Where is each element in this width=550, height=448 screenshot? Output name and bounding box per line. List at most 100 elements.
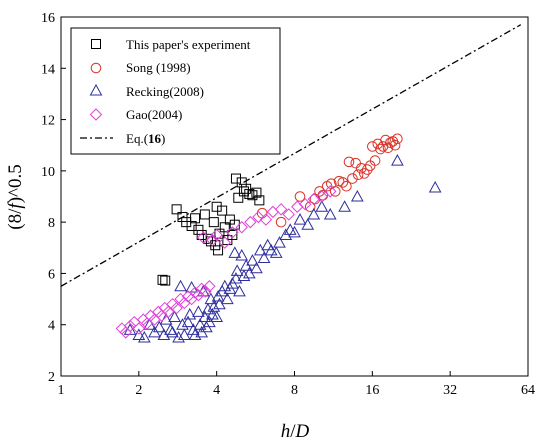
- diamond-point: [162, 305, 175, 319]
- diamond-point: [144, 309, 157, 322]
- circle-point: [380, 134, 391, 146]
- y-tick-label: 8: [48, 216, 55, 231]
- triangle-point: [269, 246, 283, 258]
- triangle-point: [132, 328, 146, 340]
- diamond-point: [123, 319, 137, 333]
- triangle-point: [293, 213, 307, 225]
- square-point: [238, 186, 249, 197]
- y-tick-label: 6: [48, 267, 55, 282]
- eq16-line: [60, 24, 522, 287]
- diamond-point: [274, 203, 288, 216]
- legend-diamond-marker: [89, 108, 103, 121]
- legend-label: Song (1998): [126, 60, 191, 75]
- y-tick-label: 4: [48, 319, 55, 334]
- diamond-point: [197, 231, 210, 244]
- circle-point: [341, 180, 352, 192]
- square-point: [160, 275, 171, 286]
- diamond-point: [170, 301, 183, 315]
- y-tick-label: 16: [41, 11, 55, 26]
- circle-point: [389, 139, 401, 151]
- diamond-point: [199, 285, 212, 298]
- legend-label: This paper's experiment: [126, 37, 251, 52]
- triangle-point: [237, 269, 251, 281]
- legend: This paper's experiment Song (1998) Reck…: [70, 27, 281, 155]
- square-point: [177, 212, 188, 223]
- triangle-point: [230, 264, 244, 276]
- triangle-point: [307, 207, 321, 220]
- diamond-point: [298, 197, 312, 211]
- triangle-point: [338, 200, 351, 212]
- square-point: [181, 217, 192, 228]
- data-marks: [60, 24, 522, 343]
- y-tick-label: 14: [41, 62, 55, 77]
- triangle-point: [168, 310, 181, 323]
- legend-square-marker: [91, 39, 101, 49]
- diamond-point: [206, 233, 219, 247]
- square-point: [190, 213, 201, 224]
- diamond-point: [226, 226, 239, 239]
- triangle-point: [315, 200, 329, 212]
- triangle-point: [176, 318, 189, 330]
- diamond-point: [282, 208, 295, 221]
- circle-point: [329, 186, 341, 197]
- legend-entry-eq16: Eq.(16): [80, 131, 165, 146]
- circle-point: [352, 169, 364, 181]
- legend-label: Eq.(16): [126, 131, 165, 146]
- square-point: [233, 192, 244, 203]
- triangle-point: [185, 280, 198, 293]
- square-point: [199, 209, 210, 220]
- x-tick-label: 4: [213, 383, 220, 398]
- square-point: [227, 229, 238, 240]
- legend-box: [70, 27, 281, 155]
- triangle-point: [283, 223, 297, 235]
- triangle-point: [166, 325, 179, 338]
- square-point: [211, 201, 222, 212]
- x-tick-label: 2: [135, 383, 142, 398]
- diamond-point: [259, 213, 273, 226]
- triangle-point: [428, 180, 442, 193]
- circle-point: [350, 157, 362, 169]
- legend-entry-gao: Gao(2004): [89, 107, 182, 122]
- y-tick-label: 2: [48, 370, 55, 385]
- triangle-point: [257, 251, 271, 264]
- diamond-point: [128, 315, 141, 329]
- triangle-point: [174, 279, 187, 292]
- triangle-point: [198, 310, 212, 323]
- x-tick-label: 32: [443, 383, 457, 398]
- triangle-point: [183, 307, 197, 320]
- triangle-point: [229, 272, 243, 284]
- triangle-point: [246, 254, 259, 266]
- triangle-point: [288, 225, 301, 238]
- triangle-point: [235, 248, 249, 261]
- square-point: [186, 220, 197, 231]
- legend-circle-marker: [90, 62, 102, 74]
- diamond-point: [203, 280, 216, 293]
- circle-point: [359, 168, 370, 179]
- circle-point: [256, 207, 268, 219]
- square-point: [219, 222, 230, 233]
- circle-point: [375, 143, 386, 155]
- diamond-point: [158, 301, 171, 315]
- legend-label: Gao(2004): [126, 107, 182, 122]
- legend-label: Recking(2008): [126, 84, 204, 99]
- triangle-point: [221, 292, 234, 305]
- diamond-point: [315, 190, 328, 203]
- triangle-point: [233, 284, 246, 297]
- circle-point: [275, 216, 287, 228]
- square-point: [202, 233, 213, 244]
- x-axis-title: h/D: [281, 421, 310, 442]
- triangle-point: [218, 279, 232, 292]
- square-point: [157, 274, 168, 285]
- triangle-point: [201, 302, 215, 315]
- triangle-point: [192, 305, 205, 317]
- square-point: [217, 205, 228, 216]
- x-tick-label: 16: [365, 383, 379, 398]
- diamond-point: [235, 221, 248, 234]
- legend-entry-song: Song (1998): [90, 60, 191, 75]
- y-tick-label: 12: [41, 114, 55, 129]
- legend-triangle-marker: [89, 83, 103, 96]
- circle-point: [347, 173, 358, 184]
- diamond-point: [132, 322, 146, 335]
- y-tick-label: 10: [41, 165, 55, 180]
